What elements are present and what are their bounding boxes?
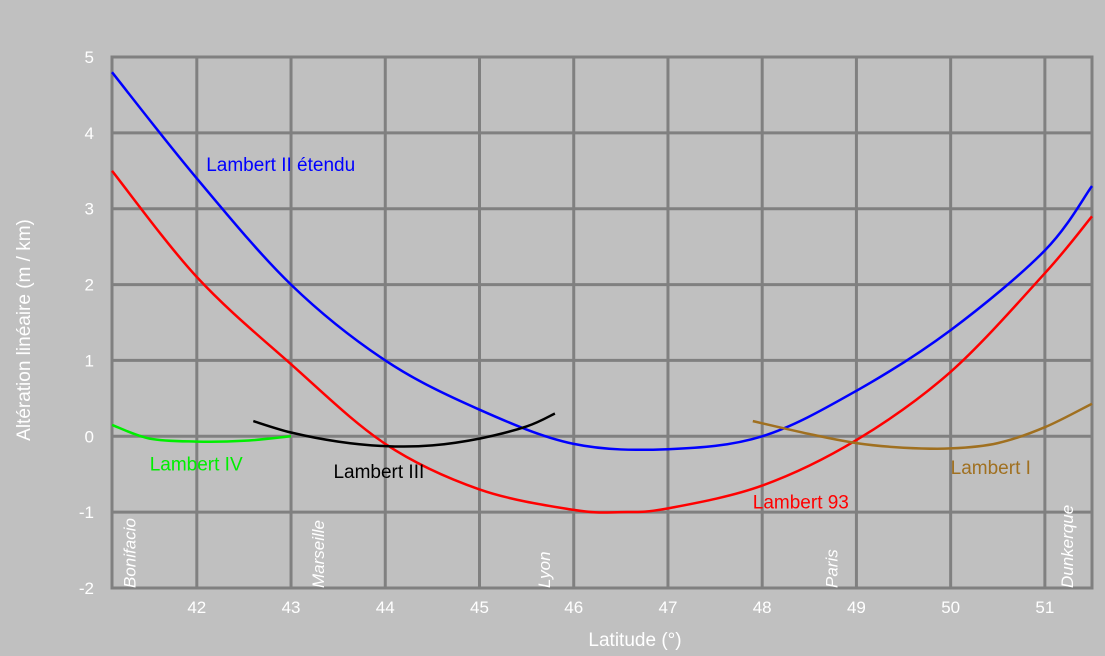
y-tick-labels: 5 4 3 2 1 0 -1 -2 [79,48,94,598]
y-tick-label: 5 [85,48,94,67]
x-axis-label: Latitude (°) [588,630,681,651]
city-label-bonifacio: Bonifacio [121,518,140,588]
city-label-dunkerque: Dunkerque [1058,505,1077,588]
city-label-lyon: Lyon [535,551,554,588]
city-label-marseille: Marseille [309,520,328,588]
y-tick-label: 2 [85,276,94,295]
x-tick-labels: 42 43 44 45 46 47 48 49 50 51 [187,598,1054,617]
x-tick-label: 45 [470,598,489,617]
x-tick-label: 51 [1035,598,1054,617]
x-tick-label: 46 [564,598,583,617]
y-tick-label: 1 [85,351,94,370]
y-tick-label: -1 [79,503,94,522]
series-line-lambert-ii-etendu [111,71,1094,452]
city-annotations: Bonifacio Marseille Lyon Paris Dunkerque [121,505,1078,588]
series-line-lambert-93 [111,170,1093,514]
x-tick-label: 47 [659,598,678,617]
plot-frame [110,55,1094,590]
grid [110,55,1094,590]
y-tick-label: 4 [85,124,94,143]
series-lines [111,71,1094,514]
y-tick-label: 3 [85,200,94,219]
series-line-lambert-iii [252,412,556,448]
y-axis-label: Altération linéaire (m / km) [14,219,35,441]
x-tick-label: 50 [941,598,960,617]
x-tick-label: 44 [376,598,395,617]
series-labels: Lambert II étendu Lambert 93 Lambert IV Lam… [150,155,1031,514]
series-label-lambert-93: Lambert 93 [753,492,849,513]
series-line-lambert-i [752,402,1093,450]
y-tick-label: 0 [85,427,94,446]
series-label-lambert-iv: Lambert IV [150,454,243,475]
x-tick-label: 48 [753,598,772,617]
y-tick-label: -2 [79,579,94,598]
city-label-paris: Paris [823,549,842,588]
series-label-lambert-iii: Lambert III [333,462,424,483]
x-tick-label: 49 [847,598,866,617]
series-line-lambert-iv [111,423,292,444]
series-label-lambert-i: Lambert I [951,458,1031,479]
x-tick-label: 42 [187,598,206,617]
x-tick-label: 43 [282,598,301,617]
series-label-lambert-ii-etendu: Lambert II étendu [206,155,355,176]
